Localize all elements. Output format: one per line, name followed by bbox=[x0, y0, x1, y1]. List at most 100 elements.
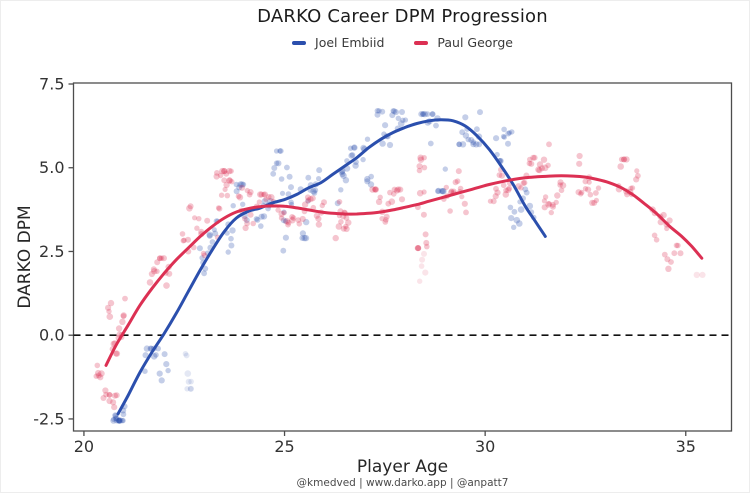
scatter-point bbox=[541, 198, 548, 204]
scatter-point bbox=[347, 145, 354, 151]
scatter-point bbox=[545, 162, 551, 168]
scatter-point bbox=[226, 167, 233, 175]
scatter-point bbox=[374, 111, 381, 118]
scatter-point bbox=[664, 225, 670, 232]
scatter-point bbox=[288, 184, 294, 191]
scatter-point bbox=[219, 167, 226, 175]
scatter-point bbox=[435, 187, 442, 194]
scatter-point bbox=[116, 417, 124, 424]
scatter-point bbox=[222, 186, 228, 192]
y-axis-label: DARKO DPM bbox=[15, 205, 35, 309]
scatter-point bbox=[419, 256, 426, 263]
scatter-point bbox=[415, 245, 422, 252]
scatter-point bbox=[200, 250, 207, 257]
scatter-point bbox=[180, 237, 187, 244]
scatter-point bbox=[301, 201, 309, 208]
scatter-point bbox=[699, 271, 706, 278]
scatter-point bbox=[494, 189, 501, 196]
scatter-point bbox=[212, 230, 219, 237]
scatter-point bbox=[246, 191, 253, 198]
scatter-point bbox=[634, 168, 640, 174]
scatter-point bbox=[443, 184, 449, 191]
scatter-point bbox=[258, 191, 265, 198]
scatter-point bbox=[369, 186, 376, 193]
scatter-point bbox=[548, 209, 554, 216]
scatter-point bbox=[179, 231, 186, 237]
scatter-point bbox=[285, 221, 291, 228]
scatter-point bbox=[163, 282, 170, 289]
scatter-point bbox=[386, 141, 394, 149]
scatter-point bbox=[233, 188, 240, 195]
scatter-point bbox=[442, 166, 448, 172]
scatter-point bbox=[273, 148, 280, 154]
scatter-point bbox=[395, 115, 401, 122]
scatter-point bbox=[305, 174, 312, 181]
scatter-point bbox=[184, 370, 192, 377]
scatter-point bbox=[379, 140, 386, 147]
scatter-point bbox=[310, 188, 317, 195]
scatter-point bbox=[339, 171, 346, 178]
scatter-point bbox=[487, 198, 493, 204]
scatter-point bbox=[258, 223, 264, 229]
scatter-point bbox=[111, 392, 118, 399]
scatter-point bbox=[215, 205, 222, 211]
scatter-point bbox=[163, 361, 170, 368]
scatter-point bbox=[379, 108, 386, 115]
scatter-point bbox=[110, 417, 117, 424]
scatter-point bbox=[158, 377, 165, 384]
scatter-point bbox=[299, 215, 306, 223]
scatter-point bbox=[206, 231, 213, 238]
scatter-point bbox=[499, 172, 505, 179]
scatter-point bbox=[263, 196, 269, 202]
scatter-point bbox=[257, 191, 264, 198]
scatter-point bbox=[505, 130, 512, 137]
scatter-point bbox=[400, 117, 406, 124]
scatter-point bbox=[582, 186, 589, 192]
scatter-point bbox=[535, 166, 542, 173]
scatter-point bbox=[462, 114, 469, 121]
scatter-point bbox=[554, 192, 561, 199]
line-marker-icon bbox=[292, 40, 307, 45]
scatter-point bbox=[285, 219, 292, 226]
scatter-point bbox=[553, 199, 559, 206]
scatter-point bbox=[421, 250, 427, 257]
scatter-point bbox=[151, 268, 158, 275]
scatter-point bbox=[275, 160, 282, 167]
scatter-point bbox=[531, 154, 538, 161]
scatter-point bbox=[196, 245, 203, 252]
scatter-point bbox=[113, 350, 121, 357]
scatter-point bbox=[110, 399, 117, 406]
scatter-point bbox=[107, 299, 115, 307]
scatter-point bbox=[119, 318, 126, 325]
scatter-point bbox=[228, 168, 234, 174]
scatter-point bbox=[238, 181, 246, 188]
scatter-point bbox=[229, 179, 235, 185]
scatter-point bbox=[229, 227, 236, 234]
scatter-point bbox=[550, 201, 556, 208]
scatter-point bbox=[372, 186, 378, 193]
scatter-point bbox=[278, 215, 285, 221]
scatter-point bbox=[120, 411, 127, 418]
scatter-point bbox=[268, 194, 275, 201]
x-axis-tick-label: 30 bbox=[475, 437, 495, 456]
scatter-point bbox=[416, 167, 423, 174]
scatter-point bbox=[235, 193, 242, 200]
scatter-point bbox=[311, 190, 318, 196]
scatter-point bbox=[307, 196, 314, 203]
scatter-point bbox=[281, 210, 287, 216]
scatter-point bbox=[391, 108, 398, 115]
scatter-point bbox=[393, 187, 401, 194]
scatter-point bbox=[221, 177, 228, 184]
scatter-point bbox=[661, 251, 668, 258]
scatter-point bbox=[447, 208, 453, 214]
scatter-point bbox=[217, 172, 224, 179]
scatter-point bbox=[651, 232, 658, 239]
scatter-point bbox=[503, 187, 509, 194]
scatter-point bbox=[527, 156, 533, 163]
scatter-point bbox=[244, 187, 250, 194]
scatter-point bbox=[187, 385, 194, 392]
scatter-point bbox=[530, 154, 537, 161]
scatter-point bbox=[522, 186, 529, 193]
scatter-point bbox=[154, 259, 161, 266]
